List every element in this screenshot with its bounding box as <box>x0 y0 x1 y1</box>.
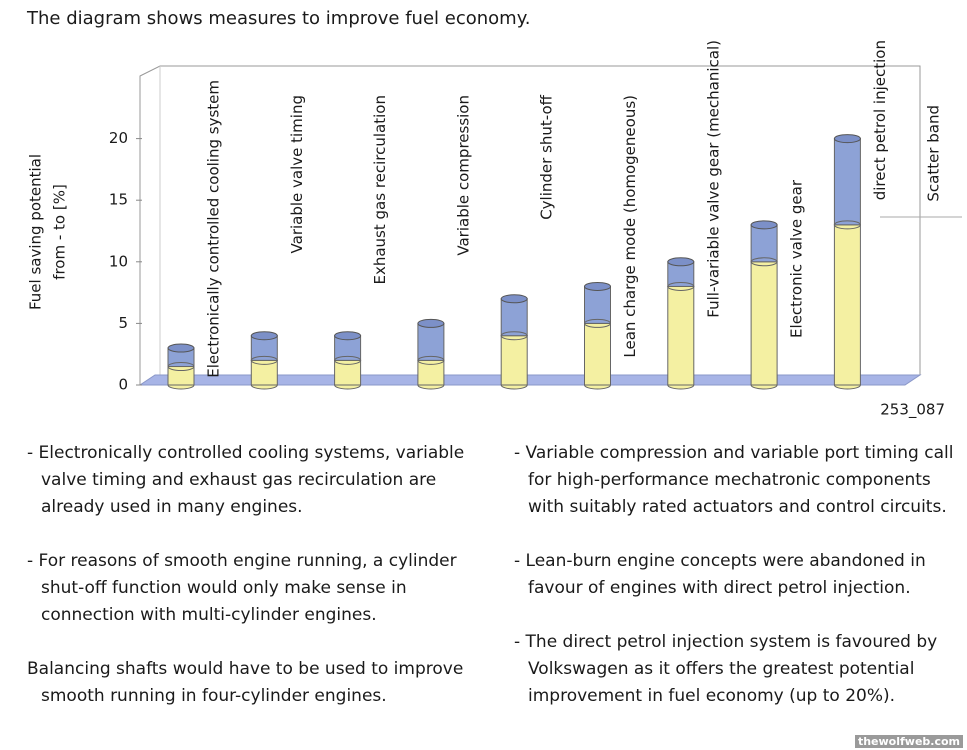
bar-top <box>667 257 695 267</box>
chart: Scatter band Fuel saving potential from … <box>27 40 962 420</box>
y-tick-label: 20 <box>109 129 128 147</box>
left-column: - Electronically controlled cooling syst… <box>27 440 467 737</box>
category-label: Lean charge mode (homogeneous) <box>621 95 639 358</box>
paragraph: - Variable compression and variable port… <box>514 443 954 517</box>
watermark: thewolfweb.com <box>854 735 963 748</box>
paragraph: - For reasons of smooth engine running, … <box>27 551 457 625</box>
y-axis-label: from - to [%] <box>51 184 69 280</box>
bar-top <box>250 331 278 341</box>
bar-split <box>417 355 445 365</box>
bar-top <box>500 294 528 304</box>
y-axis-label: Fuel saving potential <box>27 154 45 310</box>
bar-range <box>417 322 445 361</box>
bar-top <box>167 343 195 353</box>
bar-split <box>500 331 528 341</box>
bar-split <box>167 362 195 372</box>
bar-split <box>750 257 778 267</box>
intro: The diagram shows measures to improve fu… <box>27 8 531 29</box>
bar-top <box>417 318 445 328</box>
bar-range <box>500 298 528 337</box>
paragraph: - The direct petrol injection system is … <box>514 632 938 706</box>
paragraph: - Lean-burn engine concepts were abandon… <box>514 551 926 598</box>
bar-top <box>750 220 778 230</box>
category-label: direct petrol injection <box>871 40 889 200</box>
right-column: - Variable compression and variable port… <box>514 440 954 737</box>
category-label: Variable valve timing <box>288 95 306 253</box>
bar-split <box>334 355 362 365</box>
bar-range <box>750 224 778 263</box>
bar-split <box>667 281 695 291</box>
paragraph: Balancing shafts would have to be used t… <box>27 659 464 706</box>
bar-split <box>584 318 611 328</box>
y-tick-label: 0 <box>118 376 128 394</box>
y-tick-label: 10 <box>109 252 128 270</box>
bar-low <box>833 224 861 386</box>
bar-range <box>584 285 611 324</box>
y-tick-label: 5 <box>118 314 128 332</box>
bar-low <box>750 261 778 386</box>
category-label: Electronic valve gear <box>788 179 806 338</box>
bar-split <box>250 355 278 365</box>
bar-low <box>667 285 695 386</box>
bar-range <box>833 138 861 226</box>
category-label: Variable compression <box>454 95 472 256</box>
category-label: Electronically controlled cooling system <box>205 80 223 378</box>
y-tick-label: 15 <box>109 191 128 209</box>
paragraph: - Electronically controlled cooling syst… <box>27 443 465 517</box>
bar-top <box>584 281 611 291</box>
bar-low <box>500 335 528 386</box>
bar-split <box>833 220 861 230</box>
bar-top <box>334 331 362 341</box>
bar-top <box>833 134 861 144</box>
bar-low <box>584 322 611 386</box>
bar-low <box>334 359 362 386</box>
category-label: Full-variable valve gear (mechanical) <box>704 40 722 318</box>
category-label: Cylinder shut-off <box>538 94 556 219</box>
category-label: Exhaust gas recirculation <box>371 95 389 285</box>
figure-id: 253_087 <box>880 401 945 420</box>
annotation: Scatter band <box>925 105 943 202</box>
